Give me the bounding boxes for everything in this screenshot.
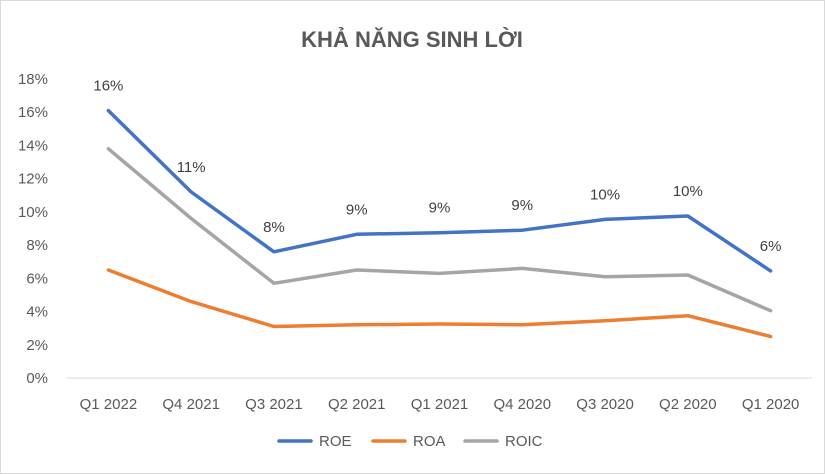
- x-tick-label: Q3 2021: [245, 396, 303, 413]
- y-tick-label: 10%: [18, 204, 48, 221]
- data-point-roic: [355, 268, 359, 272]
- data-point-roic: [438, 271, 441, 275]
- x-tick-label: Q2 2020: [659, 396, 717, 413]
- x-tick-label: Q1 2021: [411, 396, 469, 413]
- x-tick-label: Q3 2020: [576, 396, 634, 413]
- y-axis: 0% 2% 4% 6% 8% 10% 12% 14% 16% 18%: [18, 71, 48, 387]
- legend-label-roa: ROA: [413, 433, 446, 450]
- data-point-roe: [272, 250, 276, 254]
- data-point-roic: [189, 217, 193, 221]
- data-label-roe: 10%: [590, 186, 620, 203]
- data-point-roic: [686, 273, 690, 277]
- x-tick-label: Q2 2021: [328, 396, 386, 413]
- series-layer: [106, 108, 773, 339]
- series-line-roic: [106, 147, 773, 313]
- data-label-roe: 9%: [346, 201, 368, 218]
- data-point-roa: [272, 325, 276, 329]
- x-tick-label: Q1 2022: [80, 396, 138, 413]
- data-point-roa: [603, 319, 607, 323]
- data-point-roic: [769, 309, 773, 313]
- data-point-roa: [520, 323, 524, 327]
- y-tick-label: 18%: [18, 71, 48, 88]
- x-tick-label: Q4 2020: [494, 396, 552, 413]
- data-label-roe: 11%: [177, 159, 206, 176]
- x-tick-label: Q1 2020: [742, 396, 800, 413]
- y-tick-label: 8%: [26, 237, 48, 254]
- legend-label-roe: ROE: [319, 433, 352, 450]
- data-label-roe: 10%: [673, 183, 703, 200]
- data-point-roe: [189, 190, 193, 194]
- chart-title: KHẢ NĂNG SINH LỜI: [301, 27, 523, 52]
- data-point-roic: [520, 266, 524, 270]
- y-tick-label: 2%: [26, 337, 48, 354]
- data-point-roe: [438, 231, 441, 235]
- series-line-roa: [106, 268, 773, 339]
- data-label-roe: 9%: [429, 200, 451, 217]
- data-point-roa: [769, 334, 773, 338]
- data-point-roic: [272, 281, 276, 285]
- data-point-roa: [106, 268, 110, 272]
- data-label-roe: 8%: [263, 219, 285, 236]
- data-point-roe: [106, 109, 110, 113]
- data-point-roe: [686, 214, 690, 218]
- y-tick-label: 0%: [26, 370, 48, 387]
- legend-label-roic: ROIC: [505, 433, 543, 450]
- data-point-roa: [189, 300, 193, 304]
- data-labels: 16% 11% 8% 9% 9% 9% 10% 10% 6%: [93, 78, 781, 255]
- y-tick-label: 12%: [18, 171, 48, 188]
- data-point-roa: [686, 314, 690, 318]
- data-point-roe: [520, 228, 524, 232]
- legend: ROE ROA ROIC: [277, 433, 543, 450]
- y-tick-label: 14%: [18, 137, 48, 154]
- y-tick-label: 6%: [26, 270, 48, 287]
- x-tick-label: Q4 2021: [162, 396, 220, 413]
- data-point-roe: [603, 217, 607, 221]
- data-label-roe: 6%: [760, 238, 782, 255]
- y-tick-label: 4%: [26, 304, 48, 321]
- data-point-roic: [603, 275, 607, 279]
- data-label-roe: 9%: [511, 197, 533, 214]
- y-tick-label: 16%: [18, 104, 48, 121]
- series-line-roe: [106, 108, 773, 273]
- data-point-roa: [355, 323, 359, 327]
- data-point-roa: [438, 322, 441, 326]
- data-point-roic: [106, 147, 110, 151]
- data-label-roe: 16%: [93, 78, 123, 95]
- x-axis: Q1 2022 Q4 2021 Q3 2021 Q2 2021 Q1 2021 Q4 20…: [67, 377, 812, 413]
- data-point-roe: [355, 232, 359, 236]
- data-point-roe: [769, 269, 773, 273]
